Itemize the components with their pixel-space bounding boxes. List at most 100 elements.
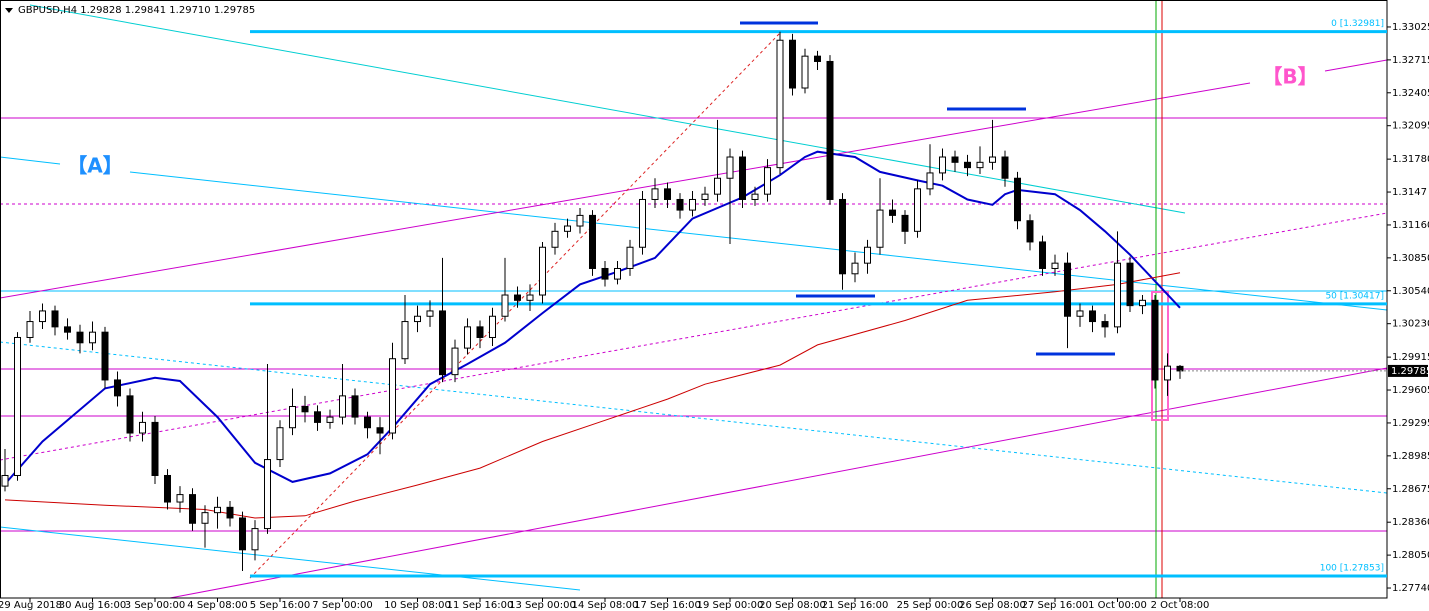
candle-body xyxy=(851,262,859,275)
candle-body xyxy=(989,156,996,163)
candle-body xyxy=(776,39,784,169)
candle-body xyxy=(1139,299,1146,307)
candle-body xyxy=(39,310,46,323)
annotation: 【A】 xyxy=(67,154,122,178)
moving-average xyxy=(4,150,1181,485)
candle-body xyxy=(476,326,484,338)
candle-body xyxy=(301,405,309,413)
candle-body xyxy=(64,326,71,333)
y-tick-label: 1.30850 xyxy=(1392,253,1429,264)
candle-body xyxy=(364,416,371,429)
candle-body xyxy=(1014,177,1021,222)
candle-body xyxy=(464,326,471,349)
candle-body xyxy=(389,358,396,434)
x-tick-label: 4 Sep 08:00 xyxy=(187,600,247,611)
candle-body xyxy=(426,310,434,317)
x-tick-label: 29 Aug 2018 xyxy=(0,600,62,611)
candle-body xyxy=(264,459,271,530)
candle-body xyxy=(289,405,296,429)
candle-body xyxy=(276,427,284,461)
y-tick-label: 1.30230 xyxy=(1392,319,1429,330)
last-price-box xyxy=(1388,364,1428,377)
y-tick-label: 1.33025 xyxy=(1392,22,1429,33)
y-tick-label: 1.32715 xyxy=(1392,55,1429,66)
candle-body xyxy=(89,331,96,344)
x-tick-label: 30 Aug 16:00 xyxy=(59,600,126,611)
y-tick-label: 1.31780 xyxy=(1392,154,1429,165)
annotation: 【B】 xyxy=(1262,65,1317,89)
candle-body xyxy=(826,60,834,200)
fib-label: 50 [1.30417] xyxy=(1325,291,1384,301)
x-tick-label: 13 Sep 00:00 xyxy=(509,600,576,611)
candle-body xyxy=(439,310,446,376)
plot-frame xyxy=(0,0,1388,599)
candle-body xyxy=(926,172,934,190)
candle-body xyxy=(614,267,621,280)
candle-body xyxy=(1089,310,1096,323)
moving-average xyxy=(4,272,1181,519)
candle-body xyxy=(1,474,9,487)
candle-body xyxy=(201,512,209,524)
candle-body xyxy=(526,294,534,301)
candle-body xyxy=(626,246,634,269)
candle-body xyxy=(239,517,246,551)
candle-body xyxy=(414,315,421,323)
candle-body xyxy=(1176,365,1184,372)
candle-body xyxy=(401,321,409,360)
candle-body xyxy=(539,246,546,296)
menu-icon[interactable] xyxy=(5,8,13,13)
candle-body xyxy=(501,294,509,317)
candle-body xyxy=(489,315,496,338)
x-tick-label: 14 Sep 08:00 xyxy=(572,600,639,611)
x-tick-label: 2 Oct 08:00 xyxy=(1151,600,1210,611)
y-tick-label: 1.32095 xyxy=(1392,121,1429,132)
candle-body xyxy=(339,395,346,418)
trend-line xyxy=(29,4,1186,214)
candle-body xyxy=(14,336,21,476)
candle-body xyxy=(576,214,584,227)
y-tick-label: 1.29295 xyxy=(1392,418,1429,429)
candle-body xyxy=(1151,299,1159,381)
x-tick-label: 10 Sep 08:00 xyxy=(384,600,451,611)
x-tick-label: 19 Sep 00:00 xyxy=(697,600,764,611)
candle-body xyxy=(326,416,334,423)
candle-body xyxy=(1064,262,1071,317)
candle-body xyxy=(639,198,646,248)
candle-body xyxy=(214,506,221,514)
candle-body xyxy=(1126,262,1134,307)
candle-body xyxy=(1076,310,1084,317)
trend-line xyxy=(0,156,61,165)
candle-body xyxy=(51,310,59,328)
candle-body xyxy=(176,494,184,503)
candle-body xyxy=(76,331,84,344)
candle-body xyxy=(951,156,959,163)
trend-line xyxy=(0,341,1388,494)
last-price-label: 1.29785 xyxy=(1391,366,1429,377)
candle-body xyxy=(801,55,809,89)
candle-body xyxy=(514,294,521,301)
y-tick-label: 1.27740 xyxy=(1392,583,1429,594)
candle-body xyxy=(114,379,121,397)
candle-body xyxy=(714,177,721,195)
candle-body xyxy=(676,198,684,211)
candle-body xyxy=(1101,321,1109,328)
candle-body xyxy=(189,494,196,524)
x-tick-label: 27 Sep 16:00 xyxy=(1022,600,1089,611)
candle-body xyxy=(226,506,234,519)
x-tick-label: 21 Sep 16:00 xyxy=(822,600,889,611)
candle-body xyxy=(701,193,709,200)
trend-line xyxy=(0,82,1251,299)
x-tick-label: 26 Sep 08:00 xyxy=(959,600,1026,611)
drawings xyxy=(0,0,1388,599)
y-tick-label: 1.29915 xyxy=(1392,352,1429,363)
trend-line xyxy=(0,526,581,591)
x-tick-label: 7 Sep 00:00 xyxy=(312,600,372,611)
candle-body xyxy=(939,156,946,174)
candle-body xyxy=(914,188,921,232)
candle-body xyxy=(889,209,896,216)
candle-body xyxy=(564,225,571,232)
fib-label: 0 [1.32981] xyxy=(1331,19,1384,29)
candle-body xyxy=(864,246,871,264)
candle-body xyxy=(1051,262,1059,269)
